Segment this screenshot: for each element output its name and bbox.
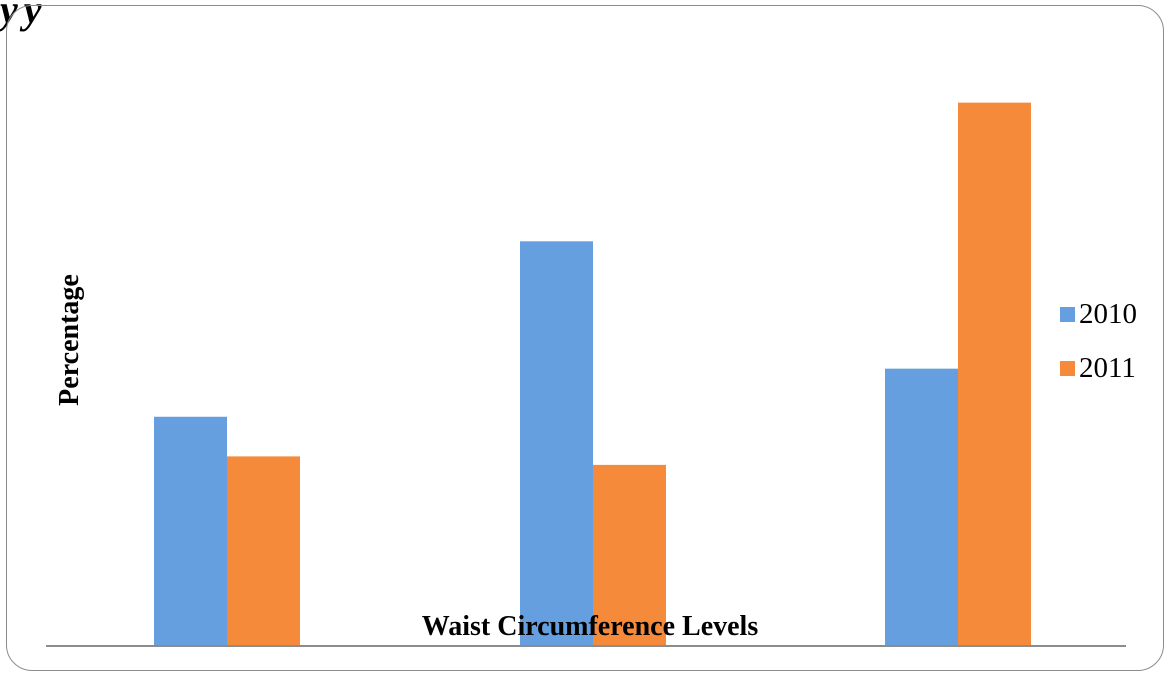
- legend-item-2011: 2011: [1060, 350, 1137, 386]
- legend: 2010 2011: [1060, 296, 1137, 404]
- chart-frame: [6, 5, 1164, 671]
- bar-2011-group-3: [958, 102, 1031, 646]
- x-axis-title: Waist Circumference Levels: [422, 611, 759, 642]
- bars-group: [154, 102, 1031, 646]
- bar-2010-group-1: [154, 416, 227, 646]
- bar-2011-group-2: [593, 464, 666, 646]
- bar-2010-group-3: [885, 368, 958, 646]
- legend-swatch-2010: [1060, 306, 1075, 322]
- legend-swatch-2011: [1060, 360, 1075, 376]
- bar-2011-group-1: [227, 456, 300, 646]
- legend-label-2011: 2011: [1079, 351, 1136, 384]
- y-axis-title: Percentage: [54, 274, 85, 406]
- bar-2010-group-2: [520, 241, 593, 646]
- legend-item-2010: 2010: [1060, 296, 1137, 332]
- legend-label-2010: 2010: [1079, 297, 1137, 330]
